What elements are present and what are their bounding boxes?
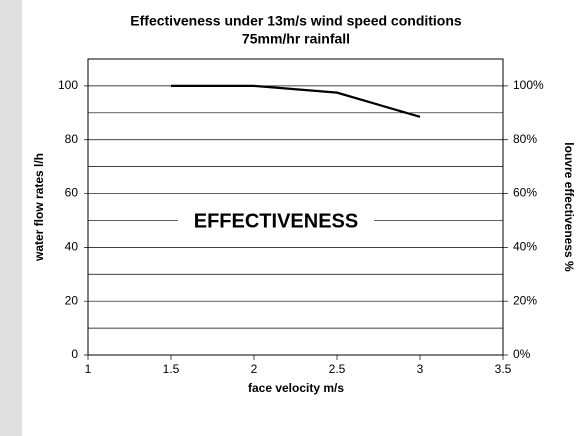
y2-tick-label: 60% [513, 186, 537, 200]
line-series [171, 84, 421, 118]
x-tick-label: 1.5 [163, 362, 180, 376]
y2-axis-label: louvre effectiveness % [562, 142, 576, 272]
x-tick-label: 2 [251, 362, 258, 376]
y2-tick-label: 20% [513, 293, 537, 307]
y-tick-label: 80 [65, 132, 79, 146]
chart-subtitle: 75mm/hr rainfall [242, 31, 350, 47]
side-strip [0, 0, 22, 436]
y2-tick-label: 40% [513, 240, 537, 254]
chart-title: Effectiveness under 13m/s wind speed con… [130, 13, 462, 29]
x-tick-label: 3 [417, 362, 424, 376]
y-axis-label: water flow rates l/h [32, 153, 46, 262]
y-tick-label: 20 [65, 293, 79, 307]
y2-tick-label: 0% [513, 347, 531, 361]
x-tick-label: 3.5 [495, 362, 512, 376]
y-tick-label: 60 [65, 186, 79, 200]
x-tick-label: 1 [85, 362, 92, 376]
annotation: EFFECTIVENESS [194, 210, 358, 232]
y2-tick-label: 80% [513, 132, 537, 146]
x-tick-label: 2.5 [329, 362, 346, 376]
y2-tick-label: 100% [513, 78, 544, 92]
y-tick-label: 100 [58, 78, 78, 92]
annotation-box [178, 207, 374, 235]
y-tick-label: 40 [65, 240, 79, 254]
x-axis-label: face velocity m/s [248, 381, 344, 395]
y-tick-label: 0 [71, 347, 78, 361]
